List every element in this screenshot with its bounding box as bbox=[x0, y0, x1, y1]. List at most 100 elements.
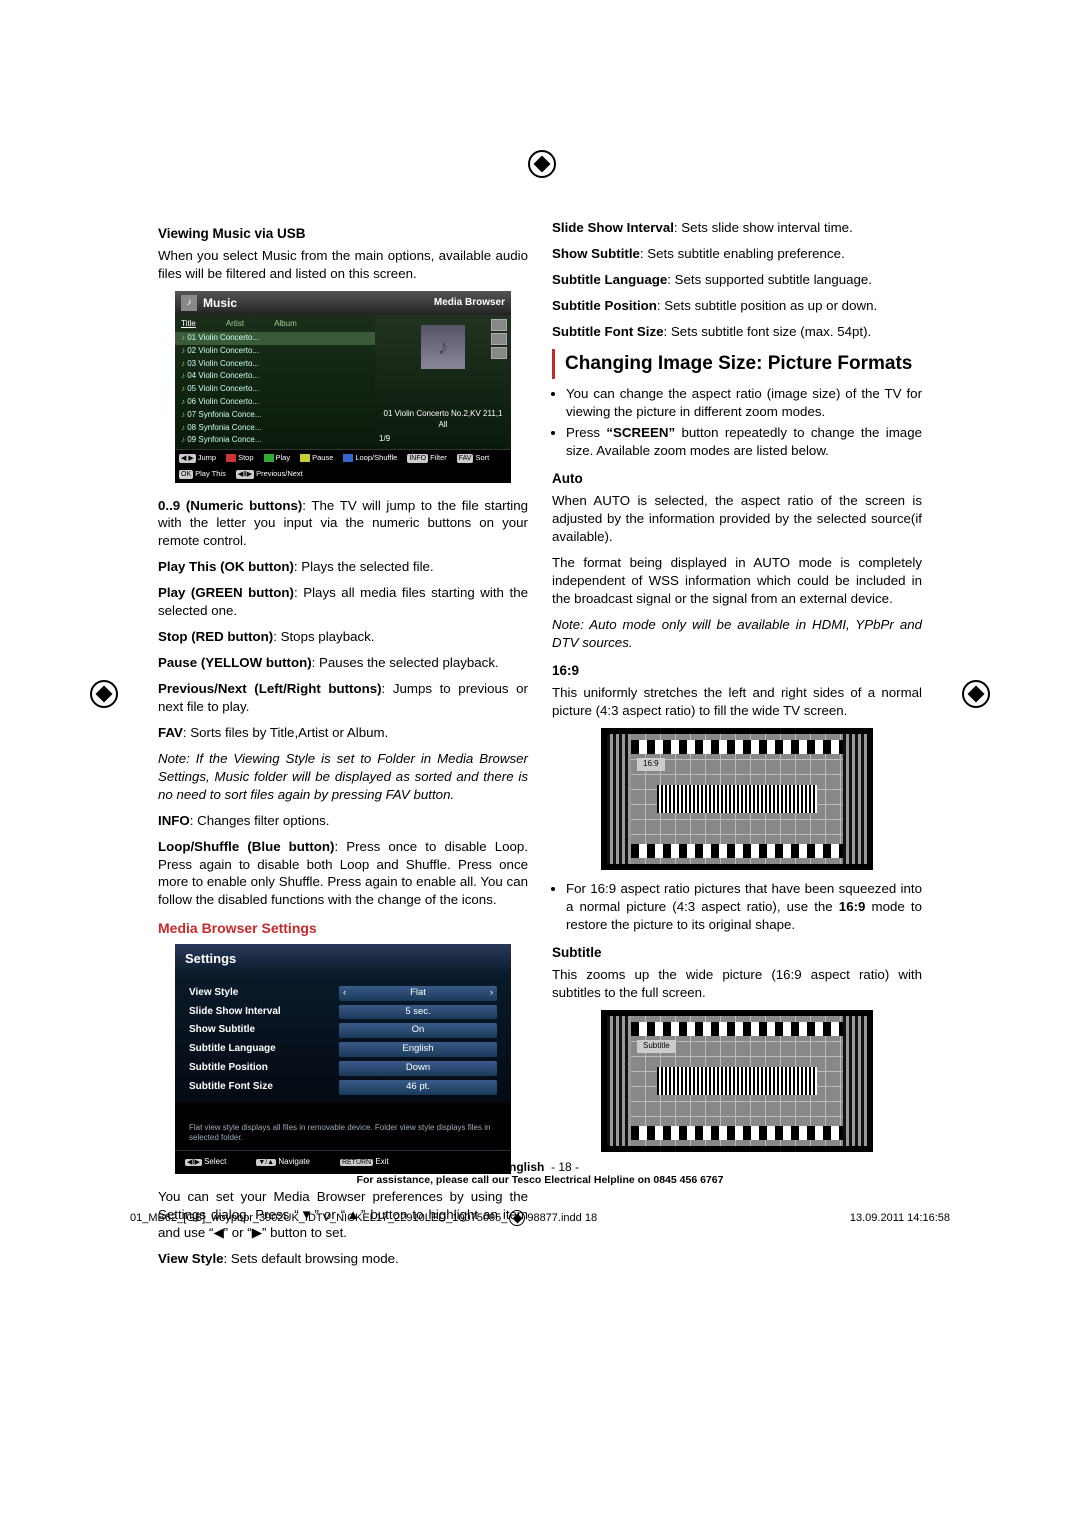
print-timestamp: 13.09.2011 14:16:58 bbox=[850, 1212, 950, 1224]
music-header: ♪ Music Media Browser bbox=[175, 291, 511, 315]
green-button-icon bbox=[264, 454, 274, 462]
footer-lang: English bbox=[501, 1160, 544, 1174]
red-button-icon bbox=[226, 454, 236, 462]
footer-prevnext: Previous/Next bbox=[256, 469, 303, 479]
preview-count: 1/9 bbox=[379, 432, 390, 447]
tab-artist: Artist bbox=[226, 319, 244, 330]
bullet-169b: For 16:9 aspect ratio pictures that have… bbox=[552, 880, 922, 934]
right-column: Slide Show Interval: Sets slide show int… bbox=[552, 215, 922, 1276]
para-subtitle: This zooms up the wide picture (16:9 asp… bbox=[552, 966, 922, 1002]
footer-play: Play bbox=[276, 453, 291, 463]
registration-mark-left-icon bbox=[90, 680, 118, 708]
footer-jump: Jump bbox=[198, 453, 216, 463]
registration-mark-right-icon bbox=[962, 680, 990, 708]
list-item: 01 Violin Concerto... bbox=[175, 332, 375, 345]
preview-title: 01 Violin Concerto No.2,KV 211,1 All bbox=[379, 407, 507, 433]
settings-title: Settings bbox=[175, 944, 511, 974]
ok-key: OK bbox=[179, 470, 193, 479]
settings-row: Subtitle PositionDown bbox=[189, 1059, 497, 1078]
music-icon: ♪ bbox=[181, 295, 197, 311]
list-item: 07 Synfonia Conce... bbox=[175, 409, 375, 422]
para-auto2: The format being displayed in AUTO mode … bbox=[552, 554, 922, 608]
section-changing-image-size: Changing Image Size: Picture Formats bbox=[552, 349, 922, 380]
print-filename: 01_MB62_[GB]_woypbpr_3902UK_IDTV_NICKEL1… bbox=[130, 1212, 507, 1224]
heading-auto: Auto bbox=[552, 470, 922, 488]
footer-playthis: Play This bbox=[195, 469, 226, 479]
para-169: This uniformly stretches the left and ri… bbox=[552, 684, 922, 720]
line-sublang: Subtitle Language: Sets supported subtit… bbox=[552, 271, 922, 289]
tab-title: Title bbox=[181, 319, 196, 330]
preview-side-icons bbox=[491, 319, 507, 359]
item-playthis: Play This (OK button): Plays the selecte… bbox=[158, 558, 528, 576]
para-auto1: When AUTO is selected, the aspect ratio … bbox=[552, 492, 922, 546]
bullet-screen: Press “SCREEN” button repeatedly to chan… bbox=[566, 424, 922, 460]
item-loop: Loop/Shuffle (Blue button): Press once t… bbox=[158, 838, 528, 910]
info-key: INFO bbox=[407, 454, 428, 463]
bullet-169b-text: For 16:9 aspect ratio pictures that have… bbox=[566, 880, 922, 934]
item-stop: Stop (RED button): Stops playback. bbox=[158, 628, 528, 646]
bullet-aspect: You can change the aspect ratio (image s… bbox=[566, 385, 922, 421]
registration-mark-top-icon bbox=[528, 150, 556, 178]
settings-hint: Flat view style displays all files in re… bbox=[175, 1103, 511, 1151]
note-viewing-style: Note: If the Viewing Style is set to Fol… bbox=[158, 750, 528, 804]
yellow-button-icon bbox=[300, 454, 310, 462]
music-preview: ♪ 01 Violin Concerto No.2,KV 211,1 All 1… bbox=[375, 315, 511, 449]
line-showsub: Show Subtitle: Sets subtitle enabling pr… bbox=[552, 245, 922, 263]
list-item: 02 Violin Concerto... bbox=[175, 345, 375, 358]
footer-pause: Pause bbox=[312, 453, 333, 463]
note-auto: Note: Auto mode only will be available i… bbox=[552, 616, 922, 652]
tv-label-subtitle: Subtitle bbox=[637, 1040, 676, 1053]
item-prevnext: Previous/Next (Left/Right buttons): Jump… bbox=[158, 680, 528, 716]
fav-key: FAV bbox=[457, 454, 474, 463]
heading-viewing-music: Viewing Music via USB bbox=[158, 225, 528, 243]
line-subfont: Subtitle Font Size: Sets subtitle font s… bbox=[552, 323, 922, 341]
settings-screenshot: Settings View StyleFlat Slide Show Inter… bbox=[175, 944, 511, 1174]
print-filename2: 98877.indd 18 bbox=[527, 1212, 597, 1224]
item-viewstyle: View Style: Sets default browsing mode. bbox=[158, 1250, 528, 1268]
footer-page: - 18 - bbox=[551, 1160, 579, 1174]
heading-subtitle: Subtitle bbox=[552, 944, 922, 962]
list-item: 04 Violin Concerto... bbox=[175, 370, 375, 383]
music-title: Music bbox=[203, 295, 237, 311]
settings-row: Subtitle LanguageEnglish bbox=[189, 1040, 497, 1059]
settings-row: Subtitle Font Size46 pt. bbox=[189, 1078, 497, 1097]
footer-loop: Loop/Shuffle bbox=[355, 453, 397, 463]
heading-169: 16:9 bbox=[552, 662, 922, 680]
tab-album: Album bbox=[274, 319, 297, 330]
item-fav: FAV: Sorts files by Title,Artist or Albu… bbox=[158, 724, 528, 742]
print-metadata: 01_MB62_[GB]_woypbpr_3902UK_IDTV_NICKEL1… bbox=[130, 1210, 950, 1226]
page-footer: English - 18 - For assistance, please ca… bbox=[0, 1160, 1080, 1186]
item-numeric: 0..9 (Numeric buttons): The TV will jump… bbox=[158, 497, 528, 551]
item-info: INFO: Changes filter options. bbox=[158, 812, 528, 830]
list-item: 09 Synfonia Conce... bbox=[175, 434, 375, 447]
list-item: 06 Violin Concerto... bbox=[175, 396, 375, 409]
footer-sort: Sort bbox=[475, 453, 489, 463]
footer-helpline: For assistance, please call our Tesco El… bbox=[0, 1174, 1080, 1186]
settings-row: Show SubtitleOn bbox=[189, 1021, 497, 1040]
music-tabs: Title Artist Album bbox=[175, 317, 375, 332]
left-column: Viewing Music via USB When you select Mu… bbox=[158, 215, 528, 1276]
media-browser-label: Media Browser bbox=[434, 296, 505, 310]
music-browser-screenshot: ♪ Music Media Browser Title Artist Album… bbox=[175, 291, 511, 482]
line-subpos: Subtitle Position: Sets subtitle positio… bbox=[552, 297, 922, 315]
list-item: 05 Violin Concerto... bbox=[175, 383, 375, 396]
para-viewing-music: When you select Music from the main opti… bbox=[158, 247, 528, 283]
bullets-image-size: You can change the aspect ratio (image s… bbox=[552, 385, 922, 460]
footer-filter: Filter bbox=[430, 453, 447, 463]
tv-label-169: 16:9 bbox=[637, 758, 665, 771]
music-list: Title Artist Album 01 Violin Concerto...… bbox=[175, 315, 375, 449]
music-footer: ◀ ▶Jump Stop Play Pause Loop/Shuffle INF… bbox=[175, 449, 511, 482]
registration-mark-inline-icon bbox=[509, 1210, 525, 1226]
testpattern-subtitle: Subtitle bbox=[601, 1010, 873, 1152]
note-icon: ♪ bbox=[421, 325, 465, 369]
testpattern-169: 16:9 bbox=[601, 728, 873, 870]
settings-body: View StyleFlat Slide Show Interval5 sec.… bbox=[175, 974, 511, 1103]
item-play: Play (GREEN button): Plays all media fil… bbox=[158, 584, 528, 620]
settings-row: Slide Show Interval5 sec. bbox=[189, 1003, 497, 1022]
item-pause: Pause (YELLOW button): Pauses the select… bbox=[158, 654, 528, 672]
list-item: 03 Violin Concerto... bbox=[175, 358, 375, 371]
blue-button-icon bbox=[343, 454, 353, 462]
footer-stop: Stop bbox=[238, 453, 253, 463]
page-content: Viewing Music via USB When you select Mu… bbox=[158, 215, 922, 1276]
line-slideshow: Slide Show Interval: Sets slide show int… bbox=[552, 219, 922, 237]
